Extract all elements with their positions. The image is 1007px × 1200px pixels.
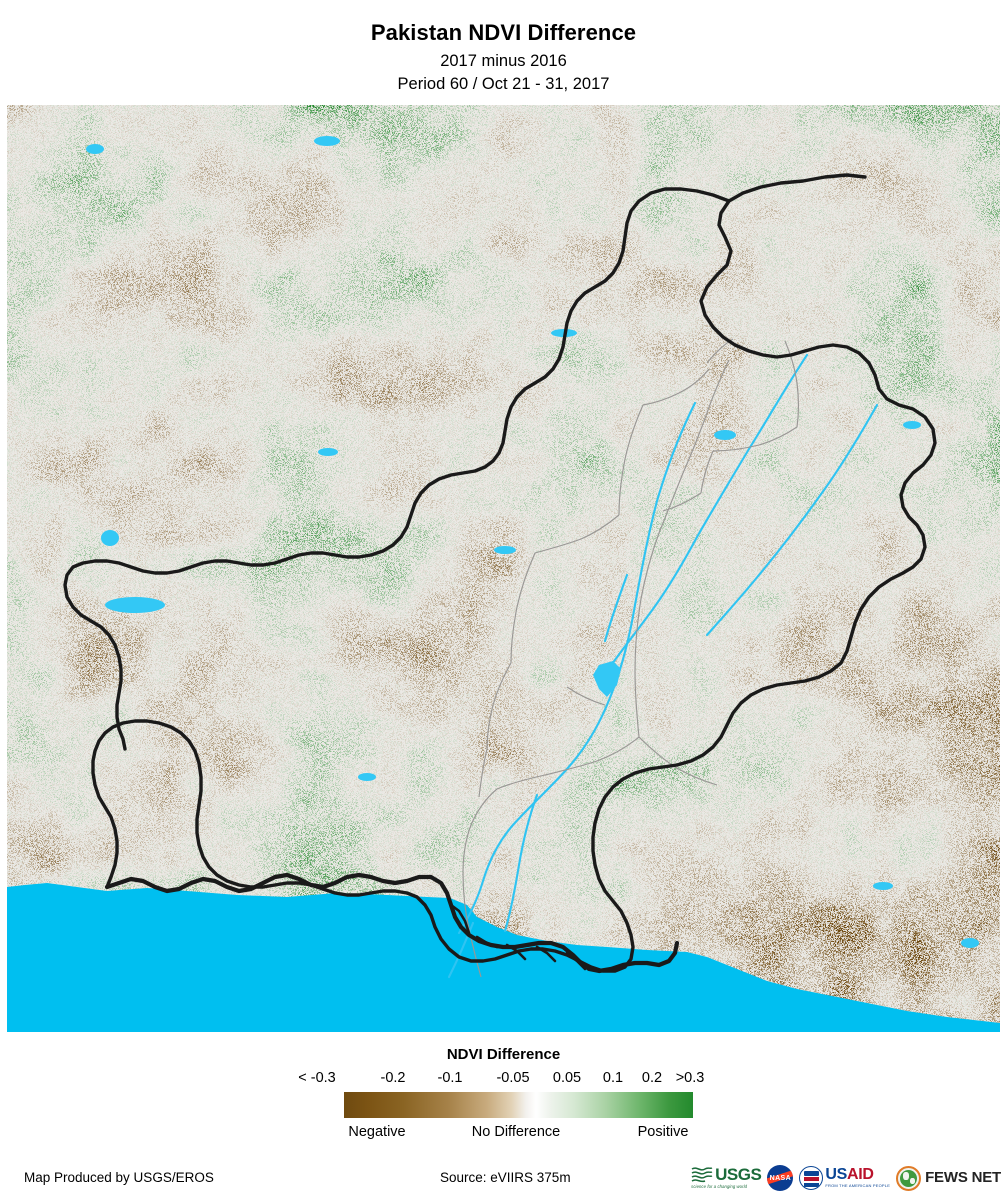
title-block: Pakistan NDVI Difference 2017 minus 2016…: [0, 0, 1007, 105]
usaid-logo-text: USAID: [825, 1166, 874, 1183]
legend-tick-3: -0.05: [496, 1070, 530, 1086]
water-patch: [494, 546, 516, 554]
indus-delta: [449, 903, 587, 971]
water-patch: [358, 773, 376, 781]
legend-category-2: Positive: [637, 1124, 689, 1140]
legend-category-0: Negative: [348, 1124, 406, 1140]
legend-tick-6: 0.2: [641, 1070, 663, 1086]
usaid-seal-icon: [799, 1166, 824, 1190]
nasa-logo-text: NASA: [769, 1174, 792, 1182]
map-canvas[interactable]: [7, 105, 1000, 1032]
water-patch: [714, 430, 736, 440]
fewsnet-globe-icon: [896, 1165, 922, 1191]
legend-colorbar: [344, 1092, 693, 1118]
water-patch: [318, 448, 338, 456]
river-network: [447, 353, 879, 979]
legend-tick-7: >0.3: [675, 1070, 705, 1086]
legend-category-labels: Negative No Difference Positive: [0, 1123, 1007, 1143]
fewsnet-logo-text: FEWS NET: [925, 1169, 1001, 1186]
legend-tick-2: -0.1: [437, 1070, 463, 1086]
nasa-logo[interactable]: NASA: [767, 1165, 794, 1191]
legend-category-1: No Difference: [471, 1124, 561, 1140]
legend: NDVI Difference < -0.3 -0.2 -0.1 -0.05 0.05 0…: [0, 1046, 1007, 1151]
legend-tick-0: < -0.3: [298, 1070, 336, 1086]
national-border-pakistan: [91, 173, 937, 973]
usaid-logo[interactable]: USAID FROM THE AMERICAN PEOPLE: [799, 1166, 890, 1190]
usgs-mark-icon: [691, 1166, 714, 1183]
fewsnet-logo[interactable]: FEWS NET: [896, 1165, 1001, 1191]
usgs-logo-tagline: science for a changing world: [691, 1184, 748, 1189]
admin-boundaries: [462, 338, 800, 978]
footer: Map Produced by USGS/EROS Source: eVIIRS…: [0, 1155, 1007, 1200]
map-period-label: Period 60 / Oct 21 - 31, 2017: [397, 75, 610, 93]
logo-bar: USGS science for a changing world NASA U…: [691, 1157, 1001, 1199]
footer-credit: Map Produced by USGS/EROS: [24, 1170, 214, 1185]
legend-tick-1: -0.2: [380, 1070, 406, 1086]
map-subtitle: 2017 minus 2016: [440, 52, 567, 70]
water-patch: [314, 136, 340, 146]
map-vector-overlay: [7, 136, 1000, 1032]
water-patch: [961, 938, 979, 948]
legend-tick-5: 0.1: [602, 1070, 624, 1086]
usgs-logo[interactable]: USGS science for a changing world: [691, 1165, 762, 1190]
usgs-logo-text: USGS: [715, 1165, 762, 1184]
usaid-logo-tagline: FROM THE AMERICAN PEOPLE: [825, 1183, 891, 1188]
river-delta-pool: [593, 661, 621, 697]
water-patch: [873, 882, 893, 890]
national-border-west: [63, 187, 731, 751]
water-patch: [101, 530, 119, 546]
water-patch: [86, 144, 104, 154]
coastline: [104, 872, 680, 974]
legend-tick-4: 0.05: [552, 1070, 582, 1086]
page-title: Pakistan NDVI Difference: [370, 20, 637, 45]
water-patch: [105, 597, 165, 613]
nasa-meatball-icon: NASA: [767, 1165, 794, 1191]
legend-tick-labels: < -0.3 -0.2 -0.1 -0.05 0.05 0.1 0.2 >0.3: [0, 1070, 1007, 1088]
ndvi-raster-layer: [7, 105, 1000, 1032]
footer-source: Source: eVIIRS 375m: [440, 1170, 571, 1185]
water-patch: [903, 421, 921, 429]
legend-title: NDVI Difference: [446, 1046, 561, 1063]
